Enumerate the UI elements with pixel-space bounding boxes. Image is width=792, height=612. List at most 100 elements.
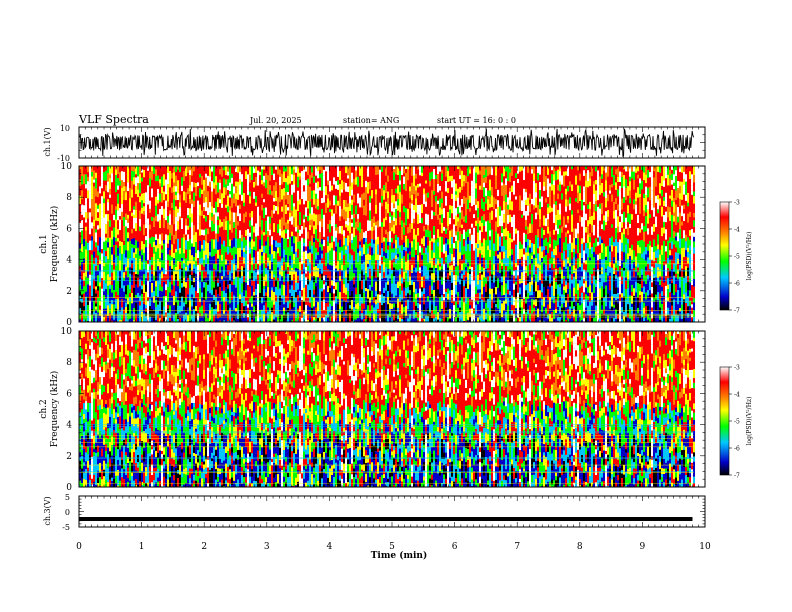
spectrogram-cell [183,215,185,222]
header-date: Jul. 20, 2025 [249,116,302,125]
spectrogram-cell [385,209,387,217]
spectrogram-cell [103,211,105,218]
spectrogram-cell [319,259,321,270]
spectrogram-cell [467,244,469,253]
spectrogram-cell [373,222,375,227]
spectrogram-cell [473,298,475,309]
spectrogram-cell [317,235,319,239]
spectrogram-cell [255,228,257,237]
spectrogram-cell [119,277,121,288]
spectrogram-cell [447,171,449,179]
spectrogram-cell [183,294,185,303]
spectrogram-cell [193,261,195,265]
spectrogram-cell [79,169,81,180]
spectrogram-cell [287,223,289,230]
spectrogram-cell [277,281,279,290]
spectrogram-cell [319,232,321,243]
spectrogram-cell [183,302,185,307]
spectrogram-cell [181,237,183,249]
spectrogram-cell [213,315,215,322]
spectrogram-cell [407,166,409,170]
spectrogram-cell [441,269,443,278]
spectrogram-cell [429,253,431,264]
spectrogram-cell [461,259,463,264]
spectrogram-cell [211,181,213,192]
spectrogram-cell [125,271,127,276]
spectrogram-cell [263,263,265,270]
spectrogram-cell [103,301,105,309]
spectrogram-cell [435,215,437,224]
spectrogram-cell [443,316,445,322]
spectrogram-cell [115,249,117,258]
spectrogram-cell [225,179,227,185]
spectrogram-cell [85,283,87,292]
spectrogram-cell [97,221,99,226]
spectrogram-cell [171,207,173,219]
spectrogram-cell [389,316,391,322]
spectrogram-cell [371,313,373,320]
spectrogram-cell [435,223,437,232]
spectrogram-cell [475,204,477,211]
spectrogram-cell [139,255,141,259]
spectrogram-cell [313,320,315,322]
spectrogram-cell [115,281,117,292]
spectrogram-cell [147,198,149,205]
spectrogram-cell [373,253,375,260]
spectrogram-cell [245,250,247,254]
spectrogram-cell [263,190,265,200]
spectrogram-cell [123,229,125,235]
spectrogram-cell [121,196,123,205]
spectrogram-cell [487,298,489,308]
spectrogram-cell [157,203,159,209]
spectrogram-cell [429,263,431,268]
spectrogram-cell [487,236,489,246]
spectrogram-cell [283,182,285,189]
spectrogram-cell [113,307,115,312]
spectrogram-cell [115,237,117,242]
spectrogram-cell [373,297,375,303]
spectrogram-cell [359,299,361,306]
spectrogram-cell [279,185,281,194]
spectrogram-cell [227,311,229,322]
spectrogram-cell [215,212,217,223]
spectrogram-cell [149,212,151,221]
spectrogram-cell [155,215,157,222]
spectrogram-cell [161,278,163,287]
spectrogram-cell [399,170,401,181]
spectrogram-cell [263,224,265,233]
spectrogram-cell [407,199,409,209]
spectrogram-cell [345,173,347,183]
spectrogram-cell [289,194,291,205]
spectrogram-cell [295,217,297,227]
spectrogram-cell [459,175,461,180]
spectrogram-cell [487,209,489,221]
spectrogram-cell [481,246,483,255]
spectrogram-cell [363,192,365,200]
spectrogram-cell [177,229,179,233]
spectrogram-cell [171,256,173,261]
spectrogram-cell [177,232,179,239]
spectrogram-cell [163,286,165,297]
spectrogram-cell [373,226,375,231]
spectrogram-cell [375,175,377,179]
spectrogram-cell [415,283,417,289]
spectrogram-cell [167,222,169,230]
spectrogram-cell [469,183,471,192]
spectrogram-cell [141,181,143,186]
spectrogram-cell [365,238,367,243]
spectrogram-cell [81,180,83,185]
spectrogram-cell [307,320,309,322]
spectrogram-cell [263,313,265,322]
spectrogram-cell [417,288,419,294]
spectrogram-cell [327,269,329,278]
spectrogram-cell [135,254,137,258]
spectrogram-cell [93,170,95,180]
spectrogram-cell [219,304,221,314]
spectrogram-cell [257,241,259,252]
spectrogram-cell [355,267,357,276]
spectrogram-cell [215,253,217,264]
spectrogram-cell [457,275,459,282]
spectrogram-cell [131,243,133,248]
spectrogram-cell [275,286,277,296]
spectrogram-cell [143,313,145,322]
